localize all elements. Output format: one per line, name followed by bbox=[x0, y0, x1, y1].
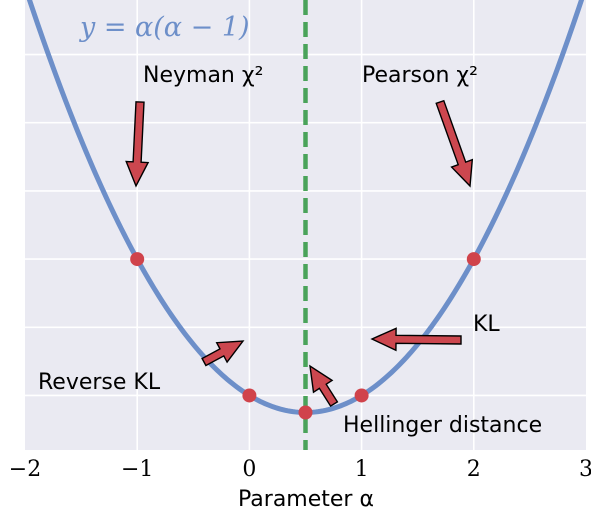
x-axis-label: Parameter α bbox=[238, 487, 374, 512]
x-tick-label: 1 bbox=[355, 457, 369, 482]
data-point bbox=[242, 388, 257, 403]
x-tick-label: 2 bbox=[467, 457, 481, 482]
annotation-arrows bbox=[125, 99, 474, 408]
annotation-arrow bbox=[309, 364, 339, 408]
data-point bbox=[130, 252, 145, 267]
annotation-arrow bbox=[370, 327, 462, 352]
data-point bbox=[466, 252, 481, 267]
data-point bbox=[354, 388, 369, 403]
x-tick-label: 0 bbox=[242, 457, 256, 482]
annotation-label: Hellinger distance bbox=[343, 413, 542, 438]
annotation-label: Neyman χ² bbox=[143, 63, 263, 88]
annotation-arrow bbox=[435, 99, 474, 188]
annotation-labels: Neyman χ² Reverse KL Hellinger distance KL P… bbox=[38, 63, 542, 438]
x-tick-label: 3 bbox=[579, 457, 591, 482]
annotation-label: KL bbox=[473, 312, 500, 337]
annotation-label: Pearson χ² bbox=[362, 63, 478, 88]
data-point bbox=[298, 405, 313, 420]
annotation-arrow bbox=[201, 340, 245, 367]
x-tick-labels: −2 −1 0 1 2 3 bbox=[9, 457, 591, 482]
x-tick-label: −2 bbox=[9, 457, 41, 482]
x-tick-label: −1 bbox=[121, 457, 153, 482]
annotation-arrow bbox=[125, 101, 150, 188]
curve-equation: y = α(α − 1) bbox=[79, 12, 250, 43]
data-points bbox=[130, 252, 481, 420]
annotation-label: Reverse KL bbox=[38, 370, 161, 395]
